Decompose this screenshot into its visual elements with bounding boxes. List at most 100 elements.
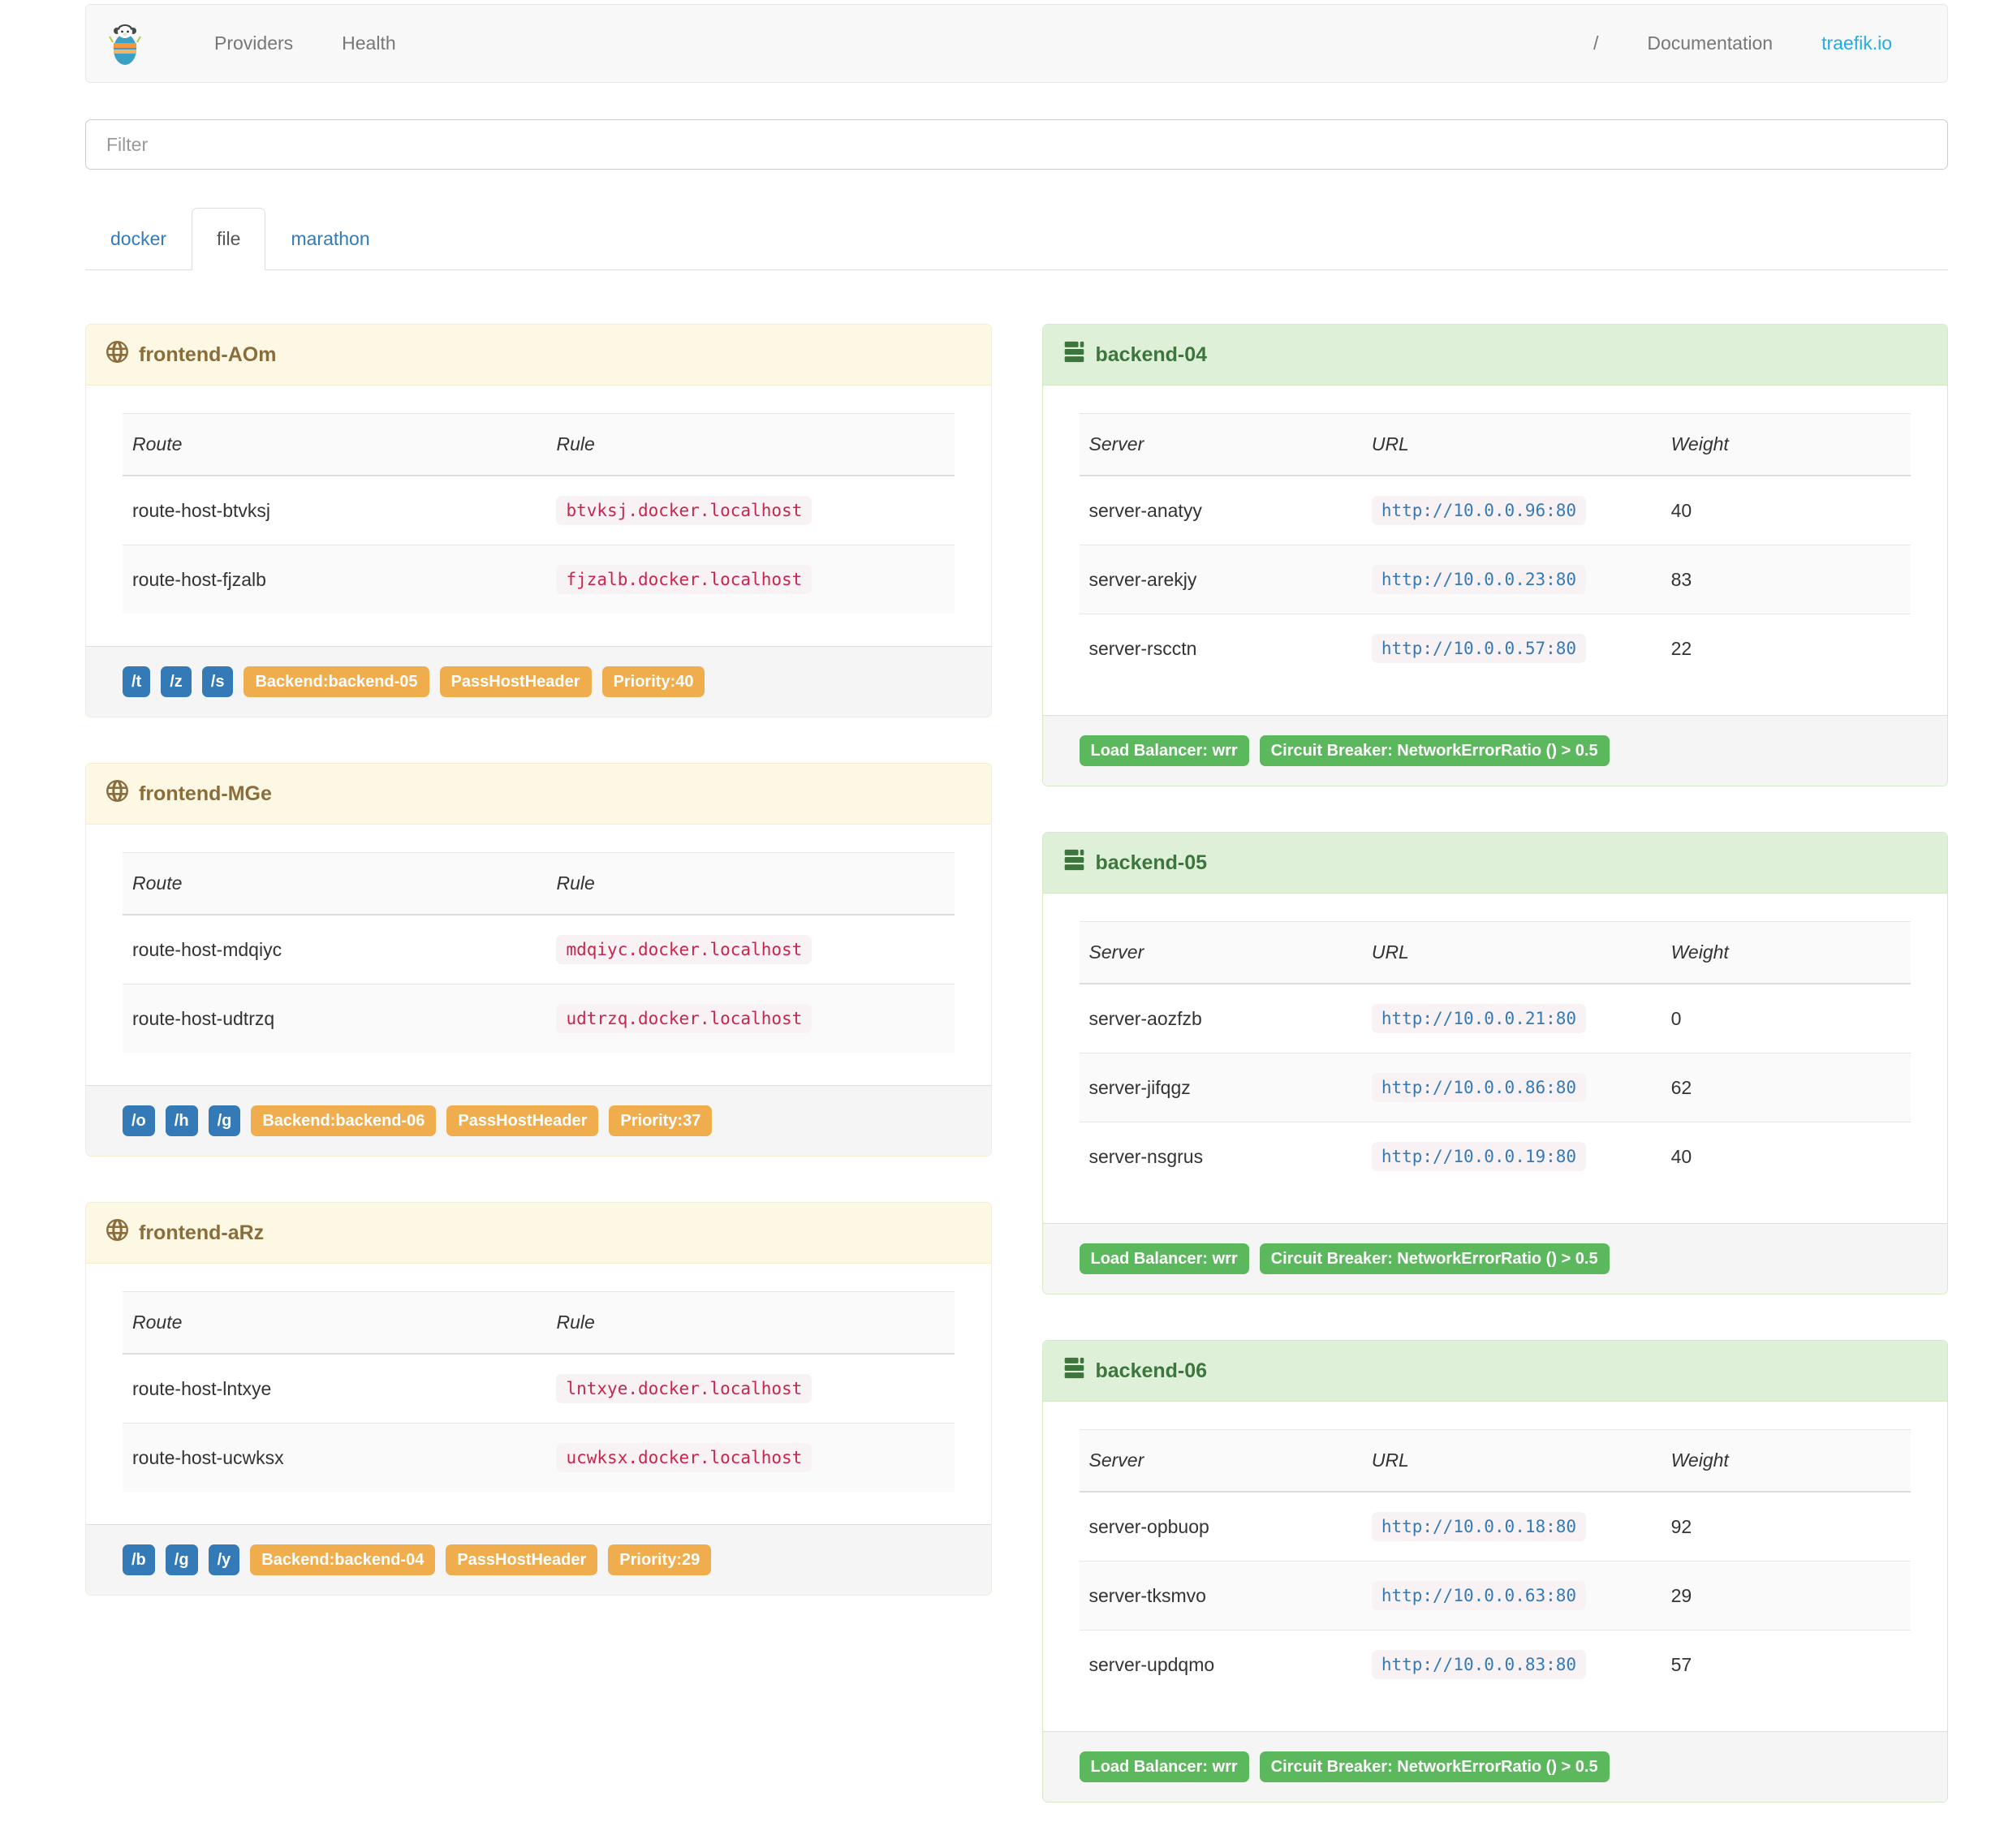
panel-title: backend-04	[1095, 342, 1208, 366]
url-chip: http://10.0.0.96:80	[1371, 496, 1587, 525]
url-chip: http://10.0.0.18:80	[1371, 1512, 1587, 1541]
backend-panel-heading: backend-04	[1042, 325, 1947, 386]
server-url-link[interactable]: http://10.0.0.19:80	[1371, 1142, 1587, 1171]
panel-backend-04: backend-04 Server URL Weight server-anat…	[1041, 324, 1948, 786]
server-cell: server-opbuop	[1079, 1491, 1362, 1562]
provider-tabs: docker file marathon	[85, 207, 1948, 270]
server-table: Server URL Weight server-anatyy http://1…	[1079, 413, 1911, 683]
backends-column: backend-04 Server URL Weight server-anat…	[1041, 324, 1948, 1848]
passhostheader-badge: PassHostHeader	[446, 1544, 598, 1575]
table-row: server-tksmvo http://10.0.0.63:80 29	[1079, 1561, 1911, 1630]
panel-frontend-aRz: frontend-aRz Route Rule route-host-lntxy…	[85, 1202, 992, 1596]
route-cell: route-host-fjzalb	[123, 545, 547, 614]
frontend-panel-footer: /b /g /y Backend:backend-04 PassHostHead…	[86, 1524, 991, 1595]
table-row: server-arekjy http://10.0.0.23:80 83	[1079, 545, 1911, 614]
frontend-panel-heading: frontend-aRz	[86, 1203, 991, 1264]
server-cell: server-updqmo	[1079, 1630, 1362, 1699]
weight-cell: 0	[1661, 983, 1911, 1053]
frontend-panel-heading: frontend-MGe	[86, 764, 991, 825]
route-cell: route-host-udtrzq	[123, 984, 547, 1053]
tab-marathon[interactable]: marathon	[291, 228, 370, 249]
entrypoint-badge: /h	[165, 1105, 198, 1136]
tab-docker[interactable]: docker	[110, 228, 167, 249]
frontend-panel-heading: frontend-AOm	[86, 325, 991, 386]
route-cell: route-host-mdqiyc	[123, 914, 547, 984]
column-header-server: Server	[1079, 1429, 1362, 1493]
traefik-logo-icon	[109, 21, 141, 67]
backend-badge: Backend:backend-04	[250, 1544, 436, 1575]
server-url-link[interactable]: http://10.0.0.57:80	[1371, 634, 1587, 663]
url-chip: http://10.0.0.86:80	[1371, 1073, 1587, 1102]
column-header-route: Route	[123, 1291, 547, 1355]
table-row: route-host-btvksj btvksj.docker.localhos…	[123, 475, 955, 545]
entrypoint-badge: /y	[208, 1544, 240, 1575]
panel-title: frontend-AOm	[139, 342, 277, 366]
nav-health-link[interactable]: Health	[342, 32, 396, 54]
url-chip: http://10.0.0.83:80	[1371, 1650, 1587, 1679]
server-url-link[interactable]: http://10.0.0.23:80	[1371, 565, 1587, 594]
passhostheader-badge: PassHostHeader	[439, 666, 592, 697]
rule-chip: mdqiyc.docker.localhost	[556, 935, 812, 964]
server-url-link[interactable]: http://10.0.0.21:80	[1371, 1004, 1587, 1033]
panel-backend-06: backend-06 Server URL Weight server-opbu…	[1041, 1340, 1948, 1803]
backend-badge: Backend:backend-05	[244, 666, 429, 697]
rule-chip: lntxye.docker.localhost	[556, 1374, 812, 1403]
server-url-link[interactable]: http://10.0.0.83:80	[1371, 1650, 1587, 1679]
route-rule-table: Route Rule route-host-mdqiyc mdqiyc.dock…	[123, 852, 955, 1053]
panel-title: backend-06	[1095, 1359, 1208, 1382]
column-header-server: Server	[1079, 413, 1362, 476]
server-cell: server-anatyy	[1079, 475, 1362, 545]
filter-input[interactable]	[85, 119, 1948, 170]
server-url-link[interactable]: http://10.0.0.86:80	[1371, 1073, 1587, 1102]
load-balancer-badge: Load Balancer: wrr	[1079, 1751, 1249, 1782]
server-url-link[interactable]: http://10.0.0.96:80	[1371, 496, 1587, 525]
load-balancer-badge: Load Balancer: wrr	[1079, 735, 1249, 766]
weight-cell: 83	[1661, 545, 1911, 614]
server-url-link[interactable]: http://10.0.0.18:80	[1371, 1512, 1587, 1541]
route-rule-table: Route Rule route-host-btvksj btvksj.dock…	[123, 413, 955, 614]
entrypoint-badge: /t	[123, 666, 151, 697]
nav-providers-link[interactable]: Providers	[214, 32, 294, 54]
backend-panel-footer: Load Balancer: wrr Circuit Breaker: Netw…	[1042, 1731, 1947, 1802]
column-header-route: Route	[123, 413, 547, 476]
table-row: route-host-mdqiyc mdqiyc.docker.localhos…	[123, 914, 955, 984]
table-row: route-host-lntxye lntxye.docker.localhos…	[123, 1353, 955, 1424]
globe-icon	[106, 341, 128, 368]
table-row: server-aozfzb http://10.0.0.21:80 0	[1079, 983, 1911, 1053]
tab-file[interactable]: file	[192, 208, 266, 270]
panel-frontend-MGe: frontend-MGe Route Rule route-host-mdqiy…	[85, 763, 992, 1157]
weight-cell: 22	[1661, 614, 1911, 683]
weight-cell: 62	[1661, 1053, 1911, 1122]
server-url-link[interactable]: http://10.0.0.63:80	[1371, 1581, 1587, 1610]
table-row: route-host-udtrzq udtrzq.docker.localhos…	[123, 984, 955, 1053]
url-chip: http://10.0.0.23:80	[1371, 565, 1587, 594]
filter-bar	[85, 119, 1948, 170]
server-cell: server-arekjy	[1079, 545, 1362, 614]
table-row: server-jifqgz http://10.0.0.86:80 62	[1079, 1053, 1911, 1122]
server-icon	[1063, 341, 1085, 368]
globe-icon	[106, 1219, 128, 1247]
url-chip: http://10.0.0.19:80	[1371, 1142, 1587, 1171]
weight-cell: 40	[1661, 475, 1911, 545]
backend-badge: Backend:backend-06	[251, 1105, 437, 1136]
column-header-url: URL	[1361, 1429, 1662, 1493]
panel-title: frontend-aRz	[139, 1221, 265, 1244]
server-table: Server URL Weight server-opbuop http://1…	[1079, 1429, 1911, 1699]
column-header-url: URL	[1361, 413, 1662, 476]
table-row: route-host-fjzalb fjzalb.docker.localhos…	[123, 545, 955, 614]
weight-cell: 40	[1661, 1122, 1911, 1191]
rule-chip: ucwksx.docker.localhost	[556, 1443, 812, 1472]
url-chip: http://10.0.0.63:80	[1371, 1581, 1587, 1610]
entrypoint-badge: /z	[161, 666, 192, 697]
circuit-breaker-badge: Circuit Breaker: NetworkErrorRatio () > …	[1259, 735, 1610, 766]
column-header-rule: Rule	[546, 1291, 955, 1355]
nav-traefik-io-link[interactable]: traefik.io	[1821, 32, 1892, 54]
rule-chip: btvksj.docker.localhost	[556, 496, 812, 525]
entrypoint-badge: /g	[208, 1105, 241, 1136]
globe-icon	[106, 780, 128, 808]
circuit-breaker-badge: Circuit Breaker: NetworkErrorRatio () > …	[1259, 1751, 1610, 1782]
nav-slash-link[interactable]: /	[1593, 32, 1599, 54]
nav-documentation-link[interactable]: Documentation	[1647, 32, 1774, 54]
server-cell: server-nsgrus	[1079, 1122, 1362, 1191]
